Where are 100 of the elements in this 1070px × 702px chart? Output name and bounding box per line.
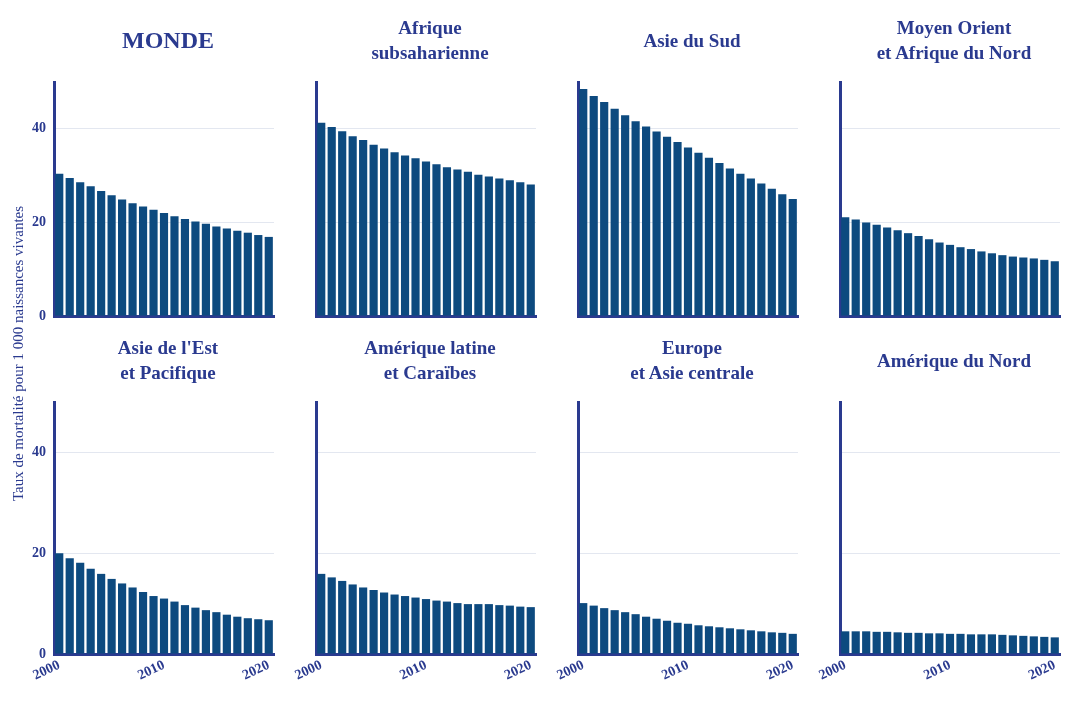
bar (128, 587, 137, 654)
bar (945, 244, 955, 316)
bar (233, 616, 242, 654)
bar (589, 96, 598, 316)
bar (757, 631, 766, 654)
bar (463, 604, 472, 654)
y-tick-label: 0 (39, 307, 46, 323)
bar (243, 232, 252, 316)
bar (317, 573, 326, 654)
bar (76, 562, 85, 654)
bar (924, 239, 934, 316)
chart-title: MONDE (122, 26, 214, 56)
bar (736, 629, 745, 654)
x-tick-label: 2000 (292, 657, 325, 683)
bar (767, 188, 776, 316)
chart-title: Amérique latine et Caraïbes (364, 336, 496, 385)
bar (380, 148, 389, 316)
bar (264, 236, 273, 316)
bar (65, 177, 74, 316)
bar (65, 558, 74, 654)
x-tick-label: 2000 (554, 657, 587, 683)
bar (359, 587, 368, 654)
bar (631, 614, 640, 654)
bar (421, 599, 431, 654)
bar (201, 610, 210, 654)
bar (621, 115, 630, 316)
bar (610, 610, 619, 654)
bar (757, 183, 766, 316)
bar (118, 583, 127, 654)
bar (579, 603, 588, 654)
bar (893, 230, 902, 316)
bar (212, 226, 221, 316)
bar (516, 182, 525, 316)
bar (652, 618, 661, 654)
y-axis-title: Taux de mortalité pour 1 000 naissances vivantes (10, 205, 28, 501)
bar (107, 578, 116, 654)
bar (788, 199, 797, 316)
bar (338, 580, 347, 654)
bar (97, 573, 106, 654)
bar (411, 158, 420, 316)
bar (704, 157, 714, 316)
bar (390, 594, 399, 654)
chart-title: Moyen Orient et Afrique du Nord (876, 16, 1032, 65)
bar (673, 141, 682, 316)
bar (432, 600, 441, 654)
bar (369, 144, 378, 316)
x-tick-label: 2020 (239, 657, 272, 683)
bar (484, 604, 493, 654)
bar (180, 605, 190, 654)
bar (505, 180, 514, 316)
bar (1008, 256, 1017, 316)
bar (956, 247, 965, 316)
bar (348, 136, 357, 316)
bar (841, 217, 850, 316)
bar (725, 168, 734, 316)
bar (400, 596, 410, 654)
bar (138, 592, 148, 654)
bar (86, 568, 95, 654)
bar (411, 597, 420, 654)
bar (495, 178, 504, 316)
bar (694, 152, 703, 316)
bar (725, 628, 734, 654)
bar (621, 612, 630, 654)
chart-title: Europe et Asie centrale (630, 336, 754, 385)
bar (914, 235, 923, 316)
bar (987, 253, 996, 316)
bar (778, 632, 787, 654)
bar (935, 242, 944, 316)
bar (327, 126, 336, 316)
bar (233, 230, 242, 316)
bar (170, 216, 179, 316)
bar (694, 625, 703, 654)
chart-title: Afrique subsaharienne (371, 16, 489, 65)
bar (746, 630, 755, 654)
bar (673, 622, 682, 654)
bar (201, 223, 210, 316)
bar (442, 167, 452, 316)
bar (998, 255, 1007, 316)
y-tick-label: 20 (32, 214, 46, 230)
x-tick-label: 2010 (659, 657, 691, 683)
bar (1029, 258, 1038, 316)
bar (453, 603, 462, 654)
x-tick-label: 2000 (816, 657, 849, 683)
bar (904, 233, 913, 316)
bar (862, 222, 871, 316)
bar (484, 176, 493, 316)
bar (327, 577, 336, 654)
x-tick-label: 2010 (135, 657, 167, 683)
y-tick-label: 40 (32, 120, 46, 136)
bar (715, 627, 724, 654)
y-tick-label: 40 (32, 444, 46, 460)
bar (1050, 261, 1059, 316)
bar (851, 219, 860, 316)
bar (736, 173, 745, 316)
bar (212, 612, 221, 654)
bar (149, 209, 158, 316)
bar (55, 553, 64, 654)
x-tick-label: 2010 (921, 657, 953, 683)
bar (254, 619, 263, 654)
bar (642, 126, 651, 316)
